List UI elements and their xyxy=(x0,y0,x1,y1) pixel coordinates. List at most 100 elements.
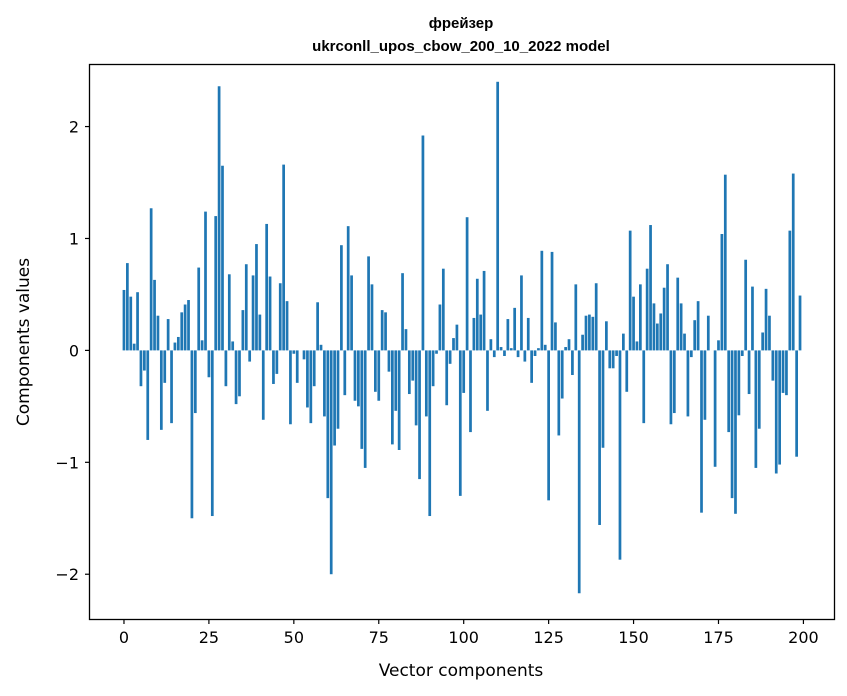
bar xyxy=(611,350,615,369)
bar xyxy=(601,350,605,448)
bar xyxy=(397,350,401,450)
chart-title: фрейзер xyxy=(429,15,494,32)
bar xyxy=(693,320,697,351)
bar xyxy=(146,350,150,440)
bar xyxy=(132,343,136,351)
bar xyxy=(238,350,241,397)
bar xyxy=(214,216,218,351)
bar xyxy=(720,234,724,351)
bar xyxy=(781,350,785,393)
bar xyxy=(431,350,435,387)
bar xyxy=(472,317,476,351)
bar xyxy=(153,279,156,351)
bar xyxy=(584,315,588,351)
bar xyxy=(170,350,173,424)
bar xyxy=(248,350,252,362)
bar xyxy=(581,334,584,351)
bar xyxy=(567,339,571,351)
bar xyxy=(462,350,466,393)
bar xyxy=(754,350,758,468)
bar xyxy=(272,350,275,384)
bar xyxy=(795,350,798,457)
bar xyxy=(180,312,184,351)
bar xyxy=(136,292,139,351)
y-tick-label: 0 xyxy=(69,341,79,360)
bar xyxy=(492,350,496,358)
bar xyxy=(622,333,625,351)
bars-group xyxy=(122,81,802,594)
bar xyxy=(265,223,269,351)
bar xyxy=(312,350,316,387)
bar xyxy=(323,350,326,417)
bar xyxy=(727,350,731,433)
bar xyxy=(428,350,432,517)
bar xyxy=(655,323,659,351)
bar xyxy=(683,333,686,351)
bar xyxy=(639,284,642,351)
bar xyxy=(143,350,146,371)
bar xyxy=(513,307,517,351)
bar xyxy=(730,350,734,499)
bar xyxy=(329,350,333,575)
bar xyxy=(672,350,676,414)
bar xyxy=(289,350,292,425)
bar xyxy=(448,350,452,364)
y-tick-label: −2 xyxy=(55,565,79,584)
bar xyxy=(380,310,384,351)
bar xyxy=(418,350,421,480)
x-tick-label: 100 xyxy=(448,628,479,647)
bar xyxy=(275,350,279,374)
x-tick-label: 25 xyxy=(199,628,219,647)
bar xyxy=(543,344,547,351)
bar xyxy=(183,304,187,351)
bar xyxy=(258,314,262,351)
bar xyxy=(374,350,377,392)
bar xyxy=(126,263,129,351)
bar xyxy=(662,287,666,351)
bar xyxy=(717,340,720,351)
bar xyxy=(441,268,445,351)
y-tick-label: 2 xyxy=(69,118,79,137)
bar xyxy=(302,350,306,360)
bar xyxy=(407,350,411,395)
x-tick-label: 200 xyxy=(788,628,819,647)
bar xyxy=(156,315,160,351)
plot-frame xyxy=(88,63,836,621)
bar xyxy=(227,274,231,351)
bar xyxy=(193,350,197,414)
bar xyxy=(628,230,632,351)
bar xyxy=(139,350,143,387)
bar xyxy=(506,319,510,351)
bar xyxy=(764,288,768,351)
bar xyxy=(251,275,255,351)
bar xyxy=(635,341,639,351)
bar xyxy=(605,321,608,351)
bar xyxy=(217,86,221,351)
bar xyxy=(632,296,635,351)
bar xyxy=(550,251,554,351)
bar xyxy=(278,283,282,351)
bar xyxy=(666,264,669,351)
bar xyxy=(391,350,394,445)
y-axis-ticks: −2 −1 0 1 2 xyxy=(55,118,90,584)
bar xyxy=(509,348,513,351)
bar xyxy=(261,350,265,420)
bar xyxy=(231,341,235,351)
bar xyxy=(394,350,398,411)
bar xyxy=(268,276,272,351)
bar xyxy=(757,350,761,429)
x-tick-label: 175 xyxy=(703,628,734,647)
bar xyxy=(560,350,564,399)
bar xyxy=(176,336,180,351)
bar xyxy=(577,350,581,594)
bar xyxy=(659,313,663,351)
bar xyxy=(618,350,622,560)
bar xyxy=(370,284,374,351)
bar xyxy=(204,211,207,351)
bar xyxy=(241,310,245,351)
bar xyxy=(499,347,503,351)
bar xyxy=(785,350,788,396)
bar xyxy=(686,350,690,417)
bar xyxy=(706,315,710,351)
